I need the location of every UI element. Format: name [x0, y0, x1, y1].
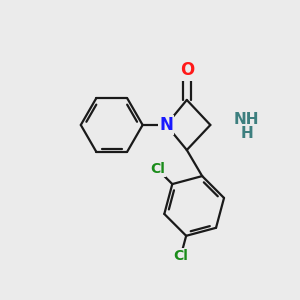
Text: NH: NH: [234, 112, 260, 127]
Text: N: N: [159, 116, 173, 134]
Text: O: O: [180, 61, 194, 80]
Text: Cl: Cl: [173, 249, 188, 263]
Text: H: H: [240, 126, 253, 141]
Text: Cl: Cl: [150, 162, 165, 176]
